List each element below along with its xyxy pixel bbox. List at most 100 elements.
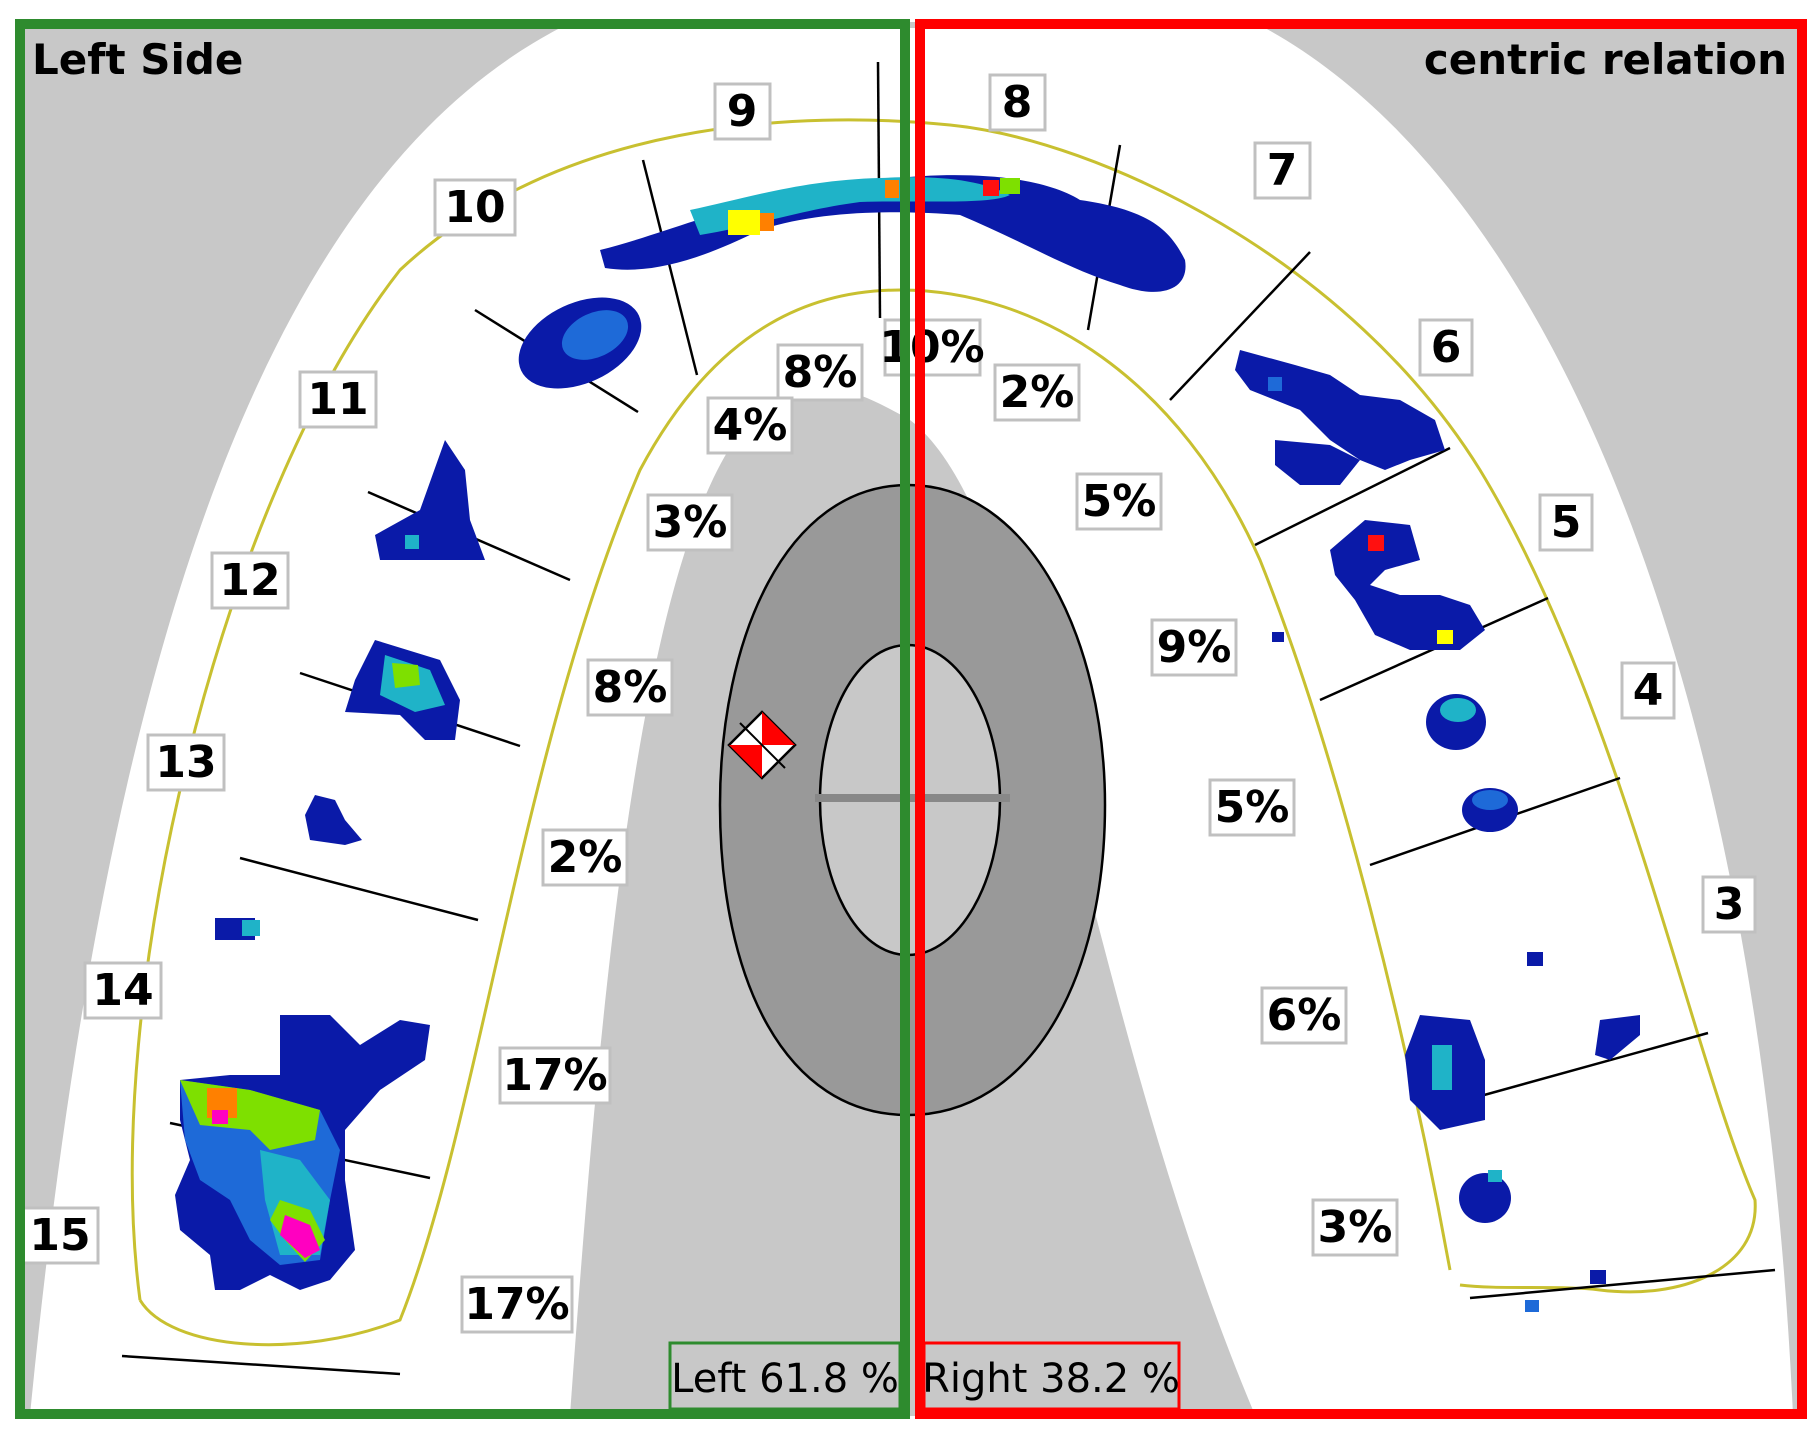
percent-label[interactable]: 2% <box>541 828 629 887</box>
svg-text:12: 12 <box>219 555 280 606</box>
svg-text:14: 14 <box>92 965 153 1016</box>
tooth-number-labels: 8 9 7 10 6 11 5 12 <box>20 73 1757 1265</box>
tooth-label-13[interactable]: 13 <box>146 733 226 792</box>
svg-text:3%: 3% <box>1318 1202 1393 1253</box>
left-panel-title: Left Side <box>32 35 243 84</box>
tooth-label-8[interactable]: 8 <box>988 73 1047 132</box>
svg-text:17%: 17% <box>464 1279 569 1330</box>
contact-blob <box>690 177 1010 235</box>
svg-text:4%: 4% <box>713 400 788 451</box>
contact-blob <box>1432 1045 1452 1090</box>
svg-text:9%: 9% <box>1157 622 1232 673</box>
svg-text:13: 13 <box>155 737 216 788</box>
tooth-label-4[interactable]: 4 <box>1620 661 1676 720</box>
percent-label[interactable]: 6% <box>1260 986 1348 1045</box>
tooth-label-9[interactable]: 9 <box>713 82 772 141</box>
percent-label[interactable]: 17% <box>460 1275 574 1334</box>
svg-text:6%: 6% <box>1267 990 1342 1041</box>
percent-label[interactable]: 5% <box>1075 472 1163 531</box>
contact-blob <box>1472 790 1508 810</box>
center-of-force-icon[interactable] <box>727 710 797 780</box>
svg-text:8: 8 <box>1002 77 1033 128</box>
tooth-label-11[interactable]: 11 <box>298 370 378 429</box>
contact-blob <box>561 310 629 360</box>
contact-peak <box>1268 377 1282 391</box>
percent-label[interactable]: 10% <box>879 318 985 377</box>
contact-peak <box>1437 630 1453 644</box>
contact-peak <box>405 535 419 549</box>
svg-text:Left 61.8 %: Left 61.8 % <box>671 1356 899 1402</box>
svg-text:7: 7 <box>1267 145 1298 196</box>
percent-label[interactable]: 3% <box>1311 1198 1399 1257</box>
svg-text:6: 6 <box>1431 322 1462 373</box>
contact-peak <box>242 920 260 936</box>
contact-blob <box>1527 952 1543 966</box>
contact-blob <box>305 795 362 845</box>
contact-blob <box>1590 1270 1606 1284</box>
svg-text:8%: 8% <box>593 662 668 713</box>
left-side-panel[interactable] <box>15 19 910 1419</box>
contact-blob <box>1440 698 1476 722</box>
percent-label[interactable]: 17% <box>498 1046 612 1105</box>
right-panel-title: centric relation <box>1424 35 1787 84</box>
contact-blob <box>1235 350 1445 470</box>
percent-label[interactable]: 2% <box>993 363 1081 422</box>
tooth-label-14[interactable]: 14 <box>83 961 163 1020</box>
contact-blob <box>1272 632 1284 642</box>
svg-text:Right 38.2 %: Right 38.2 % <box>922 1356 1180 1402</box>
tooth-label-12[interactable]: 12 <box>210 551 290 610</box>
svg-text:9: 9 <box>727 86 758 137</box>
right-side-panel[interactable] <box>915 19 1807 1419</box>
contact-blob <box>280 1215 320 1258</box>
percent-label[interactable]: 8% <box>776 343 864 402</box>
tooth-label-5[interactable]: 5 <box>1538 493 1594 552</box>
percent-label[interactable]: 3% <box>646 493 734 552</box>
svg-text:15: 15 <box>29 1210 90 1261</box>
contact-peak <box>885 180 899 198</box>
svg-text:5%: 5% <box>1082 476 1157 527</box>
contact-blob <box>600 175 1186 292</box>
percent-label[interactable]: 5% <box>1208 778 1296 837</box>
tooth-label-10[interactable]: 10 <box>433 178 517 237</box>
force-percentage-labels: 10% 8% 2% 4% 5% 3% 9% 8% <box>460 318 1399 1334</box>
svg-text:17%: 17% <box>502 1050 607 1101</box>
contact-peak <box>1488 1170 1502 1182</box>
contact-peak <box>1368 535 1384 551</box>
contact-blob <box>1459 1173 1511 1223</box>
percent-label[interactable]: 9% <box>1150 618 1238 677</box>
svg-text:3: 3 <box>1714 879 1745 930</box>
contact-blob <box>1595 1015 1640 1060</box>
svg-text:10: 10 <box>444 182 505 233</box>
percent-label[interactable]: 4% <box>706 396 794 455</box>
contact-blob <box>375 440 485 560</box>
tooth-label-3[interactable]: 3 <box>1701 875 1757 934</box>
left-total-badge: Left 61.8 % <box>668 1341 902 1411</box>
tooth-label-6[interactable]: 6 <box>1418 318 1474 377</box>
svg-text:3%: 3% <box>653 497 728 548</box>
tooth-label-7[interactable]: 7 <box>1253 141 1312 200</box>
right-total-badge: Right 38.2 % <box>922 1341 1181 1411</box>
percent-label[interactable]: 8% <box>586 658 674 717</box>
contact-peak <box>212 1110 228 1124</box>
svg-text:2%: 2% <box>548 832 623 883</box>
svg-text:10%: 10% <box>879 322 984 373</box>
outer-arch-outline <box>130 118 1757 1301</box>
contact-blob <box>1525 1300 1539 1312</box>
svg-text:8%: 8% <box>783 347 858 398</box>
contact-peak <box>760 213 774 231</box>
svg-text:5%: 5% <box>1215 782 1290 833</box>
contact-blob <box>392 663 420 688</box>
svg-text:11: 11 <box>307 374 368 425</box>
svg-text:2%: 2% <box>1000 367 1075 418</box>
svg-text:5: 5 <box>1551 497 1582 548</box>
contact-blob <box>1275 440 1360 485</box>
tooth-label-15[interactable]: 15 <box>20 1206 100 1265</box>
contact-areas <box>175 175 1640 1312</box>
contact-peak <box>728 210 760 235</box>
svg-text:4: 4 <box>1633 665 1664 716</box>
contact-peak <box>1000 178 1020 194</box>
inner-arch-outline <box>138 288 1452 1347</box>
contact-peak <box>983 180 999 196</box>
